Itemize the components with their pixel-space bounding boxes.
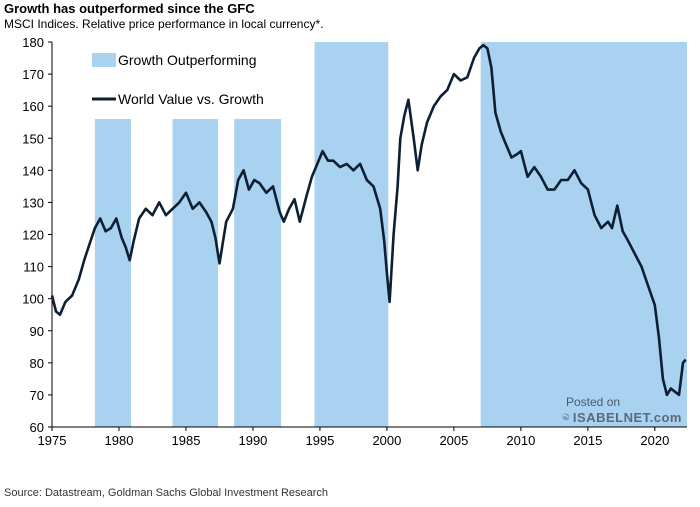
shaded-period-2 [172, 119, 219, 427]
shaded-period-5 [480, 42, 687, 427]
shaded-period-1 [94, 119, 132, 427]
legend-label-shade: Growth Outperforming [118, 52, 257, 68]
y-tick-label: 120 [22, 228, 44, 243]
x-tick-label: 1975 [38, 433, 67, 448]
globe-icon [562, 413, 570, 421]
y-tick-label: 160 [22, 99, 44, 114]
source-note: Source: Datastream, Goldman Sachs Global… [4, 487, 329, 499]
y-tick-label: 140 [22, 163, 44, 178]
x-tick-label: 1980 [105, 433, 134, 448]
x-tick-label: 1990 [238, 433, 267, 448]
y-tick-label: 80 [30, 356, 44, 371]
series-line-world-value-vs-growth [50, 43, 687, 397]
shaded-period-3 [234, 119, 282, 427]
watermark-brand: ISABELNET.com [562, 409, 682, 425]
x-tick-label: 2000 [372, 433, 401, 448]
chart-title: Growth has outperformed since the GFC [4, 1, 255, 16]
legend-swatch-shade [92, 53, 116, 67]
x-tick-label: 2005 [439, 433, 468, 448]
x-tick-label: 1995 [305, 433, 334, 448]
watermark: Posted on ISABELNET.com [562, 395, 682, 425]
x-tick-label: 1985 [172, 433, 201, 448]
x-tick-label: 2010 [506, 433, 535, 448]
y-tick-label: 110 [23, 260, 44, 275]
y-tick-label: 100 [22, 292, 44, 307]
series-layer [50, 43, 687, 397]
x-tick-label: 2020 [640, 433, 669, 448]
legend: Growth Outperforming World Value vs. Grow… [92, 52, 264, 107]
chart-subtitle: MSCI Indices. Relative price performance… [4, 17, 324, 31]
y-tick-label: 180 [22, 35, 44, 50]
y-tick-label: 170 [22, 67, 44, 82]
y-tick-label: 60 [30, 420, 44, 435]
x-tick-label: 2015 [573, 433, 602, 448]
y-tick-label: 90 [30, 324, 44, 339]
shaded-periods [94, 42, 687, 427]
chart-axes: 60 70 80 90 100 110 120 130 140 150 160 170 180 1975 1… [22, 35, 687, 448]
watermark-brand-text: ISABELNET.com [572, 409, 682, 425]
shaded-period-4 [314, 42, 389, 427]
watermark-posted: Posted on [566, 395, 621, 409]
y-tick-label: 70 [30, 388, 44, 403]
y-tick-label: 130 [22, 195, 44, 210]
legend-label-line: World Value vs. Growth [118, 91, 264, 107]
y-tick-label: 150 [22, 131, 44, 146]
